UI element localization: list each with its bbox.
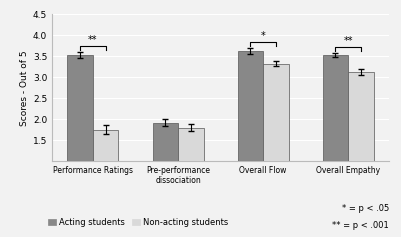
Text: * = p < .05: * = p < .05 [342, 204, 389, 213]
Text: ** = p < .001: ** = p < .001 [332, 221, 389, 230]
Text: **: ** [88, 35, 98, 45]
Bar [93, 130, 118, 203]
Bar [348, 72, 374, 203]
Bar [67, 55, 93, 203]
Bar [323, 55, 348, 203]
Bar [237, 51, 263, 203]
Legend: Acting students, Non-acting students: Acting students, Non-acting students [44, 215, 232, 230]
Text: **: ** [343, 36, 353, 46]
Bar [152, 123, 178, 203]
Y-axis label: Scores - Out of 5: Scores - Out of 5 [20, 50, 29, 126]
Bar [178, 128, 204, 203]
Bar [263, 64, 289, 203]
Text: *: * [261, 31, 265, 41]
